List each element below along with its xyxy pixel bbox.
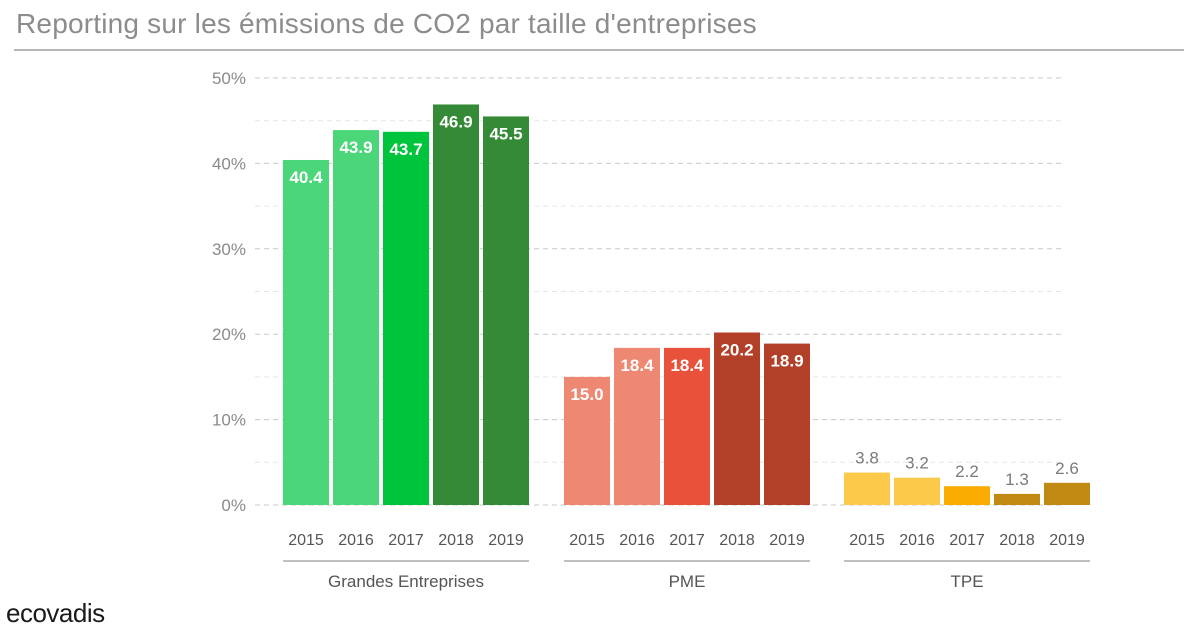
bar (564, 376, 610, 505)
bar (283, 159, 329, 505)
x-tick-label: 2019 (1049, 532, 1085, 549)
bar (483, 116, 529, 506)
y-tick-label: 30% (212, 240, 246, 259)
y-tick-label: 40% (212, 154, 246, 173)
bar (664, 347, 710, 505)
x-tick-label: 2017 (388, 532, 424, 549)
y-tick-label: 0% (221, 496, 246, 515)
group-label: PME (669, 572, 706, 591)
bar (614, 347, 660, 505)
x-tick-label: 2015 (288, 532, 324, 549)
data-label: 18.9 (770, 352, 803, 371)
x-tick-label: 2015 (569, 532, 605, 549)
bar (994, 493, 1040, 505)
data-label: 43.9 (339, 138, 372, 157)
bar (714, 332, 760, 505)
x-tick-label: 2018 (719, 532, 755, 549)
x-tick-label: 2016 (619, 532, 655, 549)
ecovadis-logo: ecovadis (6, 598, 105, 628)
y-tick-label: 20% (212, 325, 246, 344)
data-label: 2.6 (1055, 459, 1079, 478)
x-tick-label: 2019 (769, 532, 805, 549)
data-label: 18.4 (620, 356, 654, 375)
data-label: 46.9 (439, 112, 472, 131)
data-label: 15.0 (570, 385, 603, 404)
bar (433, 104, 479, 505)
data-label: 1.3 (1005, 470, 1029, 489)
group-label: Grandes Entreprises (328, 572, 484, 591)
bar (764, 343, 810, 505)
x-tick-label: 2016 (338, 532, 374, 549)
data-label: 43.7 (389, 140, 422, 159)
y-tick-label: 50% (212, 69, 246, 88)
chart-title: Reporting sur les émissions de CO2 par t… (16, 8, 757, 39)
bar (944, 486, 990, 505)
data-label: 40.4 (289, 168, 323, 187)
group-label: TPE (950, 572, 983, 591)
x-tick-label: 2015 (849, 532, 885, 549)
data-label: 45.5 (489, 124, 522, 143)
x-tick-label: 2016 (899, 532, 935, 549)
x-tick-label: 2018 (999, 532, 1035, 549)
x-tick-label: 2019 (488, 532, 524, 549)
data-label: 20.2 (720, 340, 753, 359)
x-tick-label: 2018 (438, 532, 474, 549)
data-label: 3.2 (905, 454, 929, 473)
x-tick-label: 2017 (949, 532, 985, 549)
title-divider (14, 49, 1184, 51)
bar (383, 131, 429, 505)
data-label: 3.8 (855, 449, 879, 468)
data-label: 2.2 (955, 462, 979, 481)
bar (894, 477, 940, 505)
y-tick-label: 10% (212, 411, 246, 430)
bar (844, 472, 890, 505)
data-label: 18.4 (670, 356, 704, 375)
bar (333, 130, 379, 505)
bar (1044, 482, 1090, 505)
x-tick-label: 2017 (669, 532, 705, 549)
